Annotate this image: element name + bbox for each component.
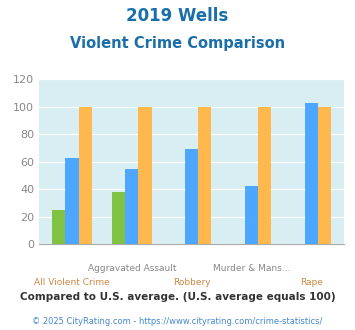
Bar [198,107,212,244]
Text: Robbery: Robbery [173,278,211,286]
Bar [305,103,318,244]
Text: All Violent Crime: All Violent Crime [34,278,110,286]
Bar [65,157,78,244]
Text: Aggravated Assault: Aggravated Assault [88,264,176,273]
Text: Compared to U.S. average. (U.S. average equals 100): Compared to U.S. average. (U.S. average … [20,292,335,302]
Bar [112,192,125,244]
Bar [318,107,331,244]
Bar [245,186,258,244]
Bar [185,149,198,244]
Legend: Wells, Minnesota, National: Wells, Minnesota, National [41,326,343,330]
Text: Murder & Mans...: Murder & Mans... [213,264,290,273]
Text: Rape: Rape [300,278,323,286]
Text: © 2025 CityRating.com - https://www.cityrating.com/crime-statistics/: © 2025 CityRating.com - https://www.city… [32,317,323,326]
Bar [125,169,138,244]
Text: Violent Crime Comparison: Violent Crime Comparison [70,36,285,51]
Bar [258,107,271,244]
Text: 2019 Wells: 2019 Wells [126,7,229,25]
Bar [138,107,152,244]
Bar [78,107,92,244]
Bar [52,210,65,244]
